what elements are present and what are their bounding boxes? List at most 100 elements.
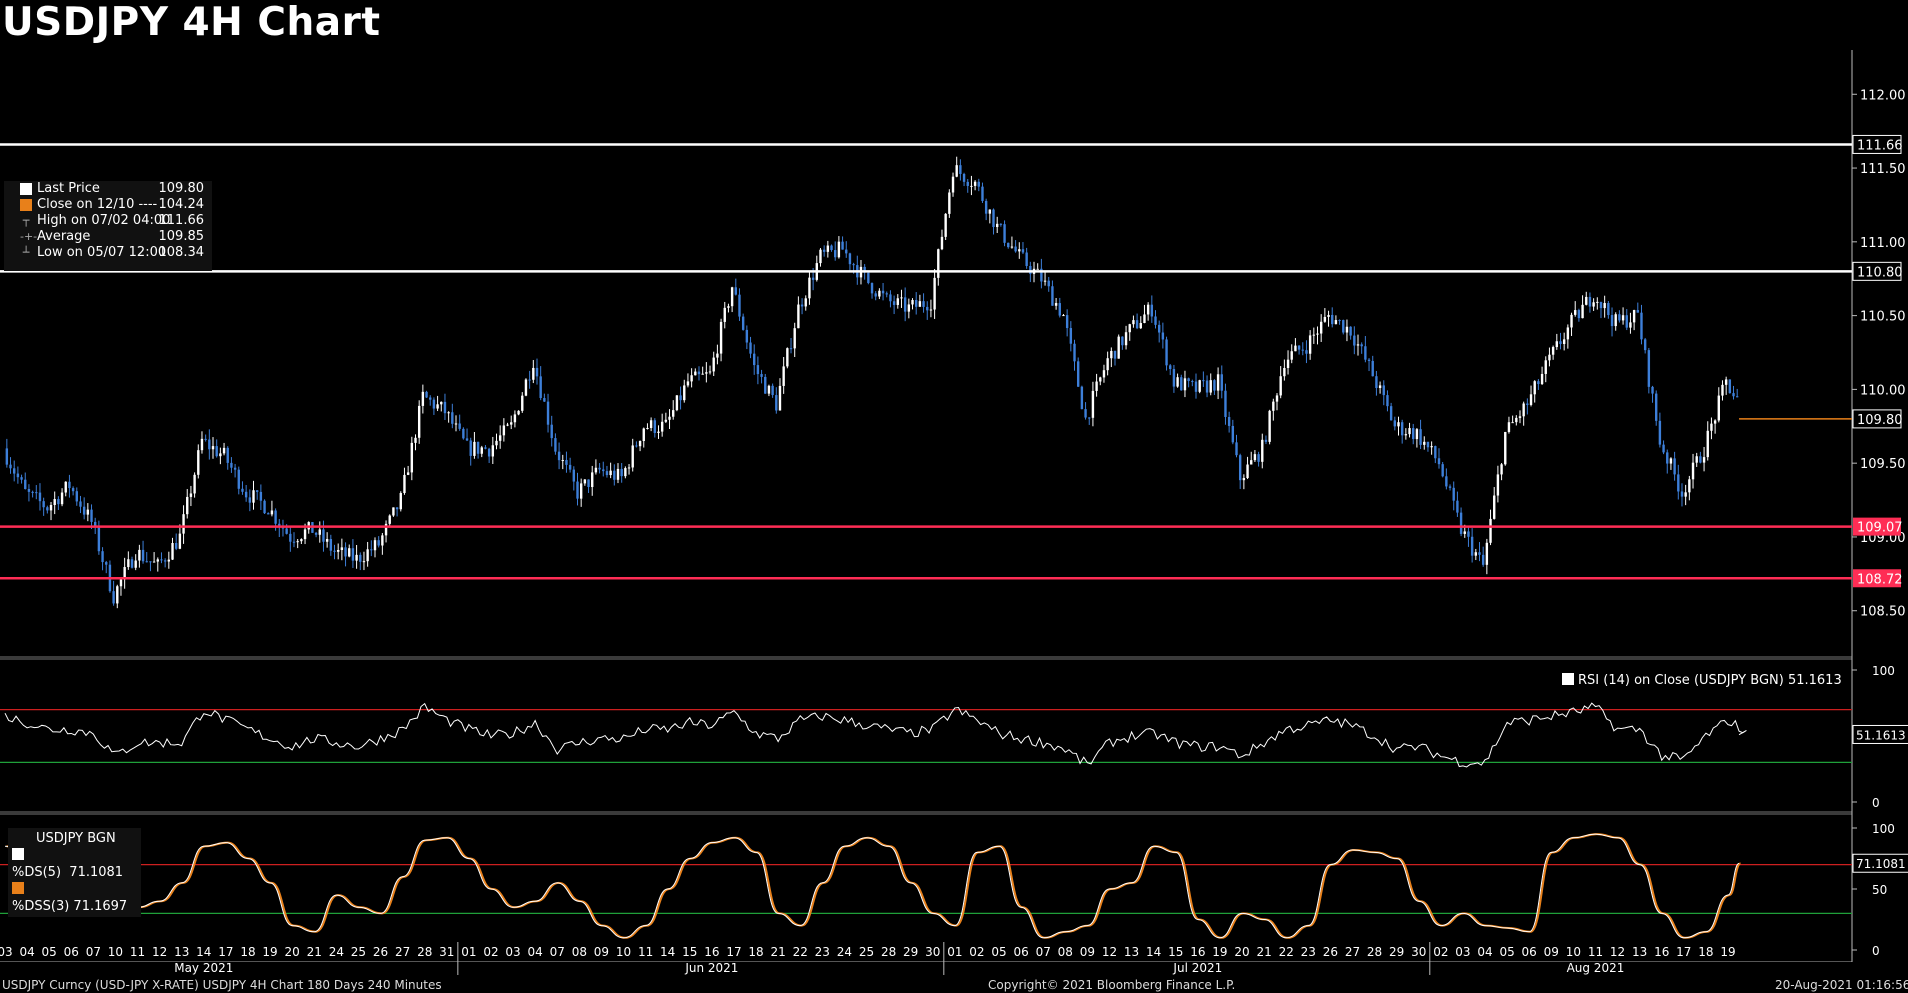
candle-body [767, 385, 771, 394]
candle-body [270, 510, 274, 515]
x-day-label: 07 [1036, 945, 1051, 959]
candle-body [116, 586, 119, 604]
x-day-label: 28 [417, 945, 432, 959]
candle-body [90, 509, 93, 522]
candle-body [712, 357, 715, 372]
candle-body [786, 348, 789, 367]
candle-body [267, 513, 270, 515]
candle-body [432, 399, 436, 409]
x-month-label: Jul 2021 [1172, 961, 1222, 975]
candle-body [1342, 320, 1345, 333]
candle-body [749, 342, 752, 354]
candle-body [1481, 554, 1485, 565]
candle-body [1441, 464, 1444, 477]
x-day-label: 16 [1190, 945, 1205, 959]
candle-body [1574, 310, 1577, 315]
candle-body [244, 491, 248, 498]
candle-body [27, 489, 31, 492]
candle-body [366, 549, 369, 562]
candle-body [535, 367, 539, 377]
candle-body [1146, 304, 1150, 315]
candle-body [359, 554, 362, 562]
candle-body [1360, 344, 1363, 347]
legend-low: ┴ Low on 05/07 12:00 108.34 [4, 245, 212, 261]
candle-body [1511, 422, 1514, 424]
support-tag-label: 108.72 [1857, 572, 1903, 587]
candle-body [1397, 422, 1400, 427]
dss-label: %DSS(3) [12, 899, 70, 914]
candle-body [1691, 462, 1695, 480]
candle-body [182, 514, 185, 534]
stoch-y-tick-label: 0 [1872, 944, 1880, 958]
candle-body [384, 523, 388, 536]
candle-body [587, 479, 590, 488]
stoch-legend-title: USDJPY BGN [36, 831, 116, 846]
candle-body [613, 470, 616, 480]
candle-body [602, 469, 605, 472]
candle-body [171, 542, 174, 560]
candle-body [53, 499, 56, 506]
x-day-label: 05 [42, 945, 57, 959]
x-day-label: 14 [196, 945, 211, 959]
legend-high-label: High on 07/02 04:00 [37, 213, 171, 228]
candle-body [683, 385, 686, 401]
candle-body [447, 412, 450, 414]
x-day-label: 20 [285, 945, 300, 959]
candle-body [1183, 378, 1187, 391]
candles-group [5, 156, 1739, 609]
candle-body [1062, 315, 1065, 317]
candle-body [211, 446, 215, 450]
candle-body [1139, 322, 1142, 329]
candle-body [738, 294, 741, 317]
candle-body [68, 481, 71, 489]
candle-body [1010, 246, 1014, 248]
candle-body [1165, 339, 1168, 366]
candle-body [355, 554, 358, 561]
candle-body [568, 464, 572, 470]
candle-body [123, 567, 126, 580]
candle-body [1290, 351, 1293, 360]
candle-body [42, 501, 45, 508]
candle-body [800, 304, 804, 307]
candle-body [1588, 296, 1592, 307]
candle-body [141, 549, 145, 562]
candle-body [973, 181, 977, 186]
candle-body [550, 424, 553, 439]
x-day-label: 03 [505, 945, 520, 959]
candle-body [874, 293, 877, 297]
candle-body [421, 391, 425, 406]
x-day-label: 18 [1698, 945, 1713, 959]
candle-body [1643, 339, 1647, 351]
candle-body [834, 250, 837, 258]
candle-body [160, 559, 163, 561]
candle-body [476, 441, 480, 454]
x-day-label: 11 [638, 945, 653, 959]
candle-body [105, 562, 108, 565]
candle-body [1364, 346, 1367, 360]
candle-body [1117, 336, 1120, 359]
candle-body [1555, 341, 1559, 348]
candle-body [1434, 446, 1437, 459]
candle-body [1121, 336, 1124, 346]
legend-low-value: 108.34 [158, 245, 205, 260]
candle-body [289, 533, 292, 542]
candle-body [1518, 416, 1522, 418]
candle-body [64, 481, 67, 493]
x-day-label: 08 [1058, 945, 1073, 959]
candle-body [1187, 378, 1190, 382]
candle-body [469, 440, 472, 456]
stoch-legend-ds: %DS(5) 71.1081 [12, 847, 137, 881]
candle-body [1220, 374, 1223, 391]
candle-body [1419, 429, 1422, 445]
candle-body [1496, 474, 1500, 496]
candle-body [1154, 316, 1157, 325]
candle-body [506, 424, 509, 426]
x-day-label: 18 [240, 945, 255, 959]
candle-body [929, 309, 933, 311]
candle-body [937, 249, 940, 278]
x-day-label: 12 [152, 945, 167, 959]
support-tag-label: 109.07 [1857, 521, 1903, 536]
candle-body [502, 425, 506, 436]
candle-body [892, 301, 896, 305]
candle-body [646, 427, 649, 429]
